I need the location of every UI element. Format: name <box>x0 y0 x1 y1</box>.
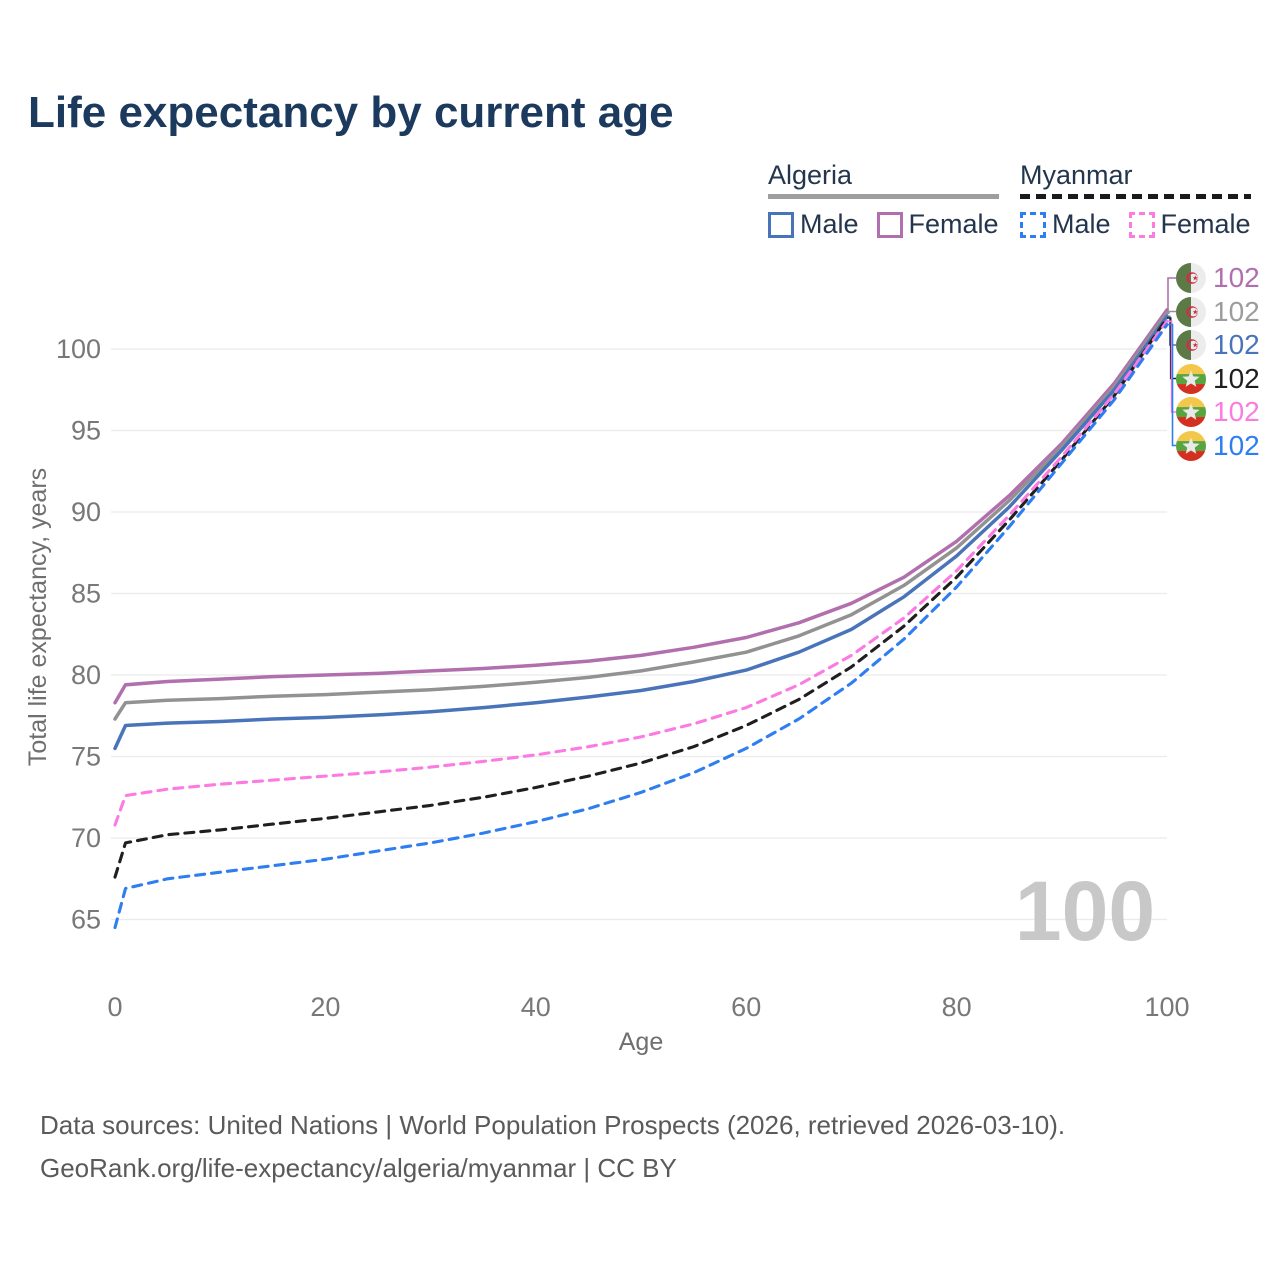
end-label-connector-algeria-both <box>1167 310 1176 314</box>
series-end-value: 102 <box>1213 262 1260 293</box>
end-label-connector-myanmar-both <box>1167 317 1176 380</box>
legend-item-myanmar-male[interactable]: Male <box>1020 209 1111 240</box>
end-label-row: 102 <box>1176 295 1260 327</box>
y-tick-label-80: 80 <box>71 660 101 690</box>
end-label-connector-myanmar-male <box>1167 323 1176 447</box>
end-label-connector-myanmar-female <box>1167 320 1176 413</box>
series-line-algeria-female[interactable] <box>113 308 1169 705</box>
legend-item-myanmar-female[interactable]: Female <box>1128 209 1251 240</box>
x-tick-label-80: 80 <box>942 992 972 1022</box>
legend-swatch <box>768 211 794 238</box>
series-end-value: 102 <box>1213 295 1260 327</box>
y-tick-label-95: 95 <box>71 416 101 446</box>
series-line-myanmar-female[interactable] <box>113 319 1169 827</box>
series-end-value: 102 <box>1213 396 1260 427</box>
end-label-row: 102 <box>1176 262 1260 293</box>
age-watermark: 100 <box>1015 864 1155 958</box>
end-label-row: 102 <box>1176 396 1260 427</box>
legend-swatch <box>876 211 903 238</box>
y-tick-label-85: 85 <box>71 579 101 609</box>
y-tick-label-75: 75 <box>71 742 101 772</box>
y-axis-title: Total life expectancy, years <box>24 468 52 766</box>
y-tick-label-65: 65 <box>71 905 101 935</box>
series-end-value: 102 <box>1213 329 1260 360</box>
end-label-row: 102 <box>1176 429 1260 461</box>
x-axis-title: Age <box>619 1028 663 1056</box>
legend-item-label: Male <box>1052 209 1111 239</box>
series-end-value: 102 <box>1213 429 1260 461</box>
legend-item-algeria-male[interactable]: Male <box>768 209 859 240</box>
series-line-algeria-both[interactable] <box>113 311 1169 721</box>
legend-item-label: Male <box>800 209 859 239</box>
series-line-algeria-male[interactable] <box>113 314 1169 751</box>
x-tick-label-60: 60 <box>731 992 761 1022</box>
footer-datasources: Data sources: United Nations | World Pop… <box>40 1110 1066 1140</box>
x-tick-label-100: 100 <box>1144 992 1189 1022</box>
algeria-flag-icon <box>1176 263 1206 293</box>
legend-linestyle-sample-solid <box>768 194 999 199</box>
series-line-myanmar-both[interactable] <box>113 316 1169 879</box>
legend-swatch <box>1128 211 1155 238</box>
legend-item-label: Female <box>1160 209 1251 239</box>
algeria-flag-icon <box>1176 330 1206 360</box>
end-label-row: 102 <box>1176 362 1260 394</box>
x-tick-label-0: 0 <box>107 992 122 1022</box>
page-title: Life expectancy by current age <box>28 88 674 137</box>
legend-country-algeria: Algeria <box>768 160 853 190</box>
series-end-value: 102 <box>1213 362 1260 394</box>
legend-item-label: Female <box>908 209 999 239</box>
series-line-myanmar-male[interactable] <box>113 323 1169 930</box>
end-label-row: 102 <box>1176 329 1260 360</box>
end-label-connector-algeria-female <box>1167 277 1176 311</box>
y-tick-label-100: 100 <box>56 334 101 364</box>
y-tick-label-90: 90 <box>71 497 101 527</box>
footer: Data sources: United Nations | World Pop… <box>40 1104 1065 1190</box>
myanmar-flag-icon <box>1176 363 1206 394</box>
x-tick-label-20: 20 <box>310 992 340 1022</box>
legend-group-myanmar: Myanmar Male Female <box>1020 160 1251 240</box>
series-end-labels: 102 102 102 102 102 102 <box>1176 0 1280 1280</box>
legend-item-algeria-female[interactable]: Female <box>876 209 999 240</box>
y-tick-label-70: 70 <box>71 823 101 853</box>
legend-swatch <box>1020 211 1046 238</box>
legend-linestyle-sample-dashed <box>1020 194 1251 199</box>
legend-country-myanmar: Myanmar <box>1020 160 1133 190</box>
legend-group-algeria: Algeria Male Female <box>768 160 999 240</box>
myanmar-flag-icon <box>1176 397 1206 427</box>
x-tick-label-40: 40 <box>521 992 551 1022</box>
footer-url: GeoRank.org/life-expectancy/algeria/myan… <box>40 1153 677 1183</box>
algeria-flag-icon <box>1176 296 1206 327</box>
myanmar-flag-icon <box>1176 430 1206 461</box>
